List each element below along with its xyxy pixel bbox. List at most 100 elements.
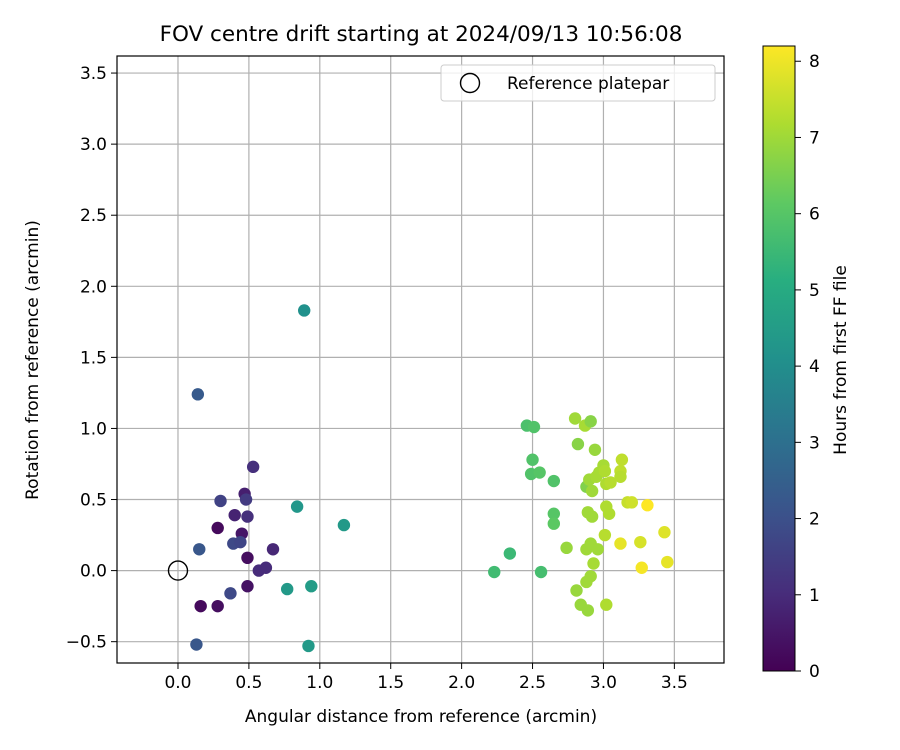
data-point xyxy=(211,599,224,613)
data-point xyxy=(266,543,280,556)
data-point xyxy=(587,557,600,570)
data-point xyxy=(591,543,604,556)
data-point xyxy=(615,453,629,466)
data-point xyxy=(228,508,241,522)
data-point xyxy=(581,604,595,617)
y-axis-label: Rotation from reference (arcmin) xyxy=(23,220,43,500)
colorbar-tick-label: 0 xyxy=(809,662,820,682)
data-point xyxy=(614,537,627,550)
data-point xyxy=(625,496,639,509)
data-point xyxy=(302,639,315,653)
data-point xyxy=(598,528,612,542)
data-point xyxy=(584,570,597,583)
data-point xyxy=(337,518,351,532)
data-point xyxy=(600,598,613,611)
grid-lines xyxy=(117,56,724,663)
data-point xyxy=(211,521,224,535)
colorbar-tick-label: 5 xyxy=(809,281,820,301)
reference-platepar-point xyxy=(167,560,189,581)
y-tick-label: 0.5 xyxy=(80,491,107,511)
x-tick-label: 3.0 xyxy=(590,673,617,693)
plot-frame xyxy=(116,55,725,664)
legend: Reference platepar xyxy=(440,64,716,102)
data-point xyxy=(584,415,597,428)
data-point xyxy=(560,541,573,555)
colorbar-tick-label: 6 xyxy=(809,205,820,225)
x-tick-label: 3.5 xyxy=(661,673,688,693)
colorbar-tick-label: 4 xyxy=(809,357,820,377)
x-tick-label: 0.0 xyxy=(164,673,191,693)
plot-area xyxy=(116,55,725,664)
colorbar: 0 1 2 3 4 5 6 7 8 Hours from first FF file xyxy=(762,45,851,682)
legend-box xyxy=(440,64,716,102)
data-point xyxy=(614,470,627,483)
data-point xyxy=(503,547,517,560)
colorbar-ticks: 0 1 2 3 4 5 6 7 8 xyxy=(795,52,820,682)
data-point xyxy=(488,565,501,579)
data-point xyxy=(641,499,654,512)
data-point xyxy=(547,507,561,520)
data-point xyxy=(585,510,599,523)
y-tick-label: 1.0 xyxy=(80,419,107,439)
data-point xyxy=(224,587,237,600)
y-tick-label: 3.0 xyxy=(80,135,107,155)
data-point xyxy=(547,517,561,530)
x-tick-label: 1.5 xyxy=(377,673,404,693)
colorbar-tick-label: 1 xyxy=(809,586,820,606)
data-point xyxy=(246,460,260,474)
y-tick-label: 2.5 xyxy=(80,206,107,226)
data-point xyxy=(635,561,648,574)
data-point xyxy=(214,494,227,508)
x-tick-label: 2.0 xyxy=(448,673,475,693)
colorbar-label: Hours from first FF file xyxy=(831,265,851,455)
data-point xyxy=(190,638,203,651)
colorbar-tick-label: 3 xyxy=(809,433,820,453)
data-point xyxy=(239,493,253,506)
x-axis-ticks: 0.0 0.5 1.0 1.5 2.0 2.5 3.0 3.5 xyxy=(164,663,688,693)
data-points xyxy=(190,304,674,653)
colorbar-tick-label: 8 xyxy=(809,52,820,72)
reference-marker xyxy=(167,560,189,581)
data-point xyxy=(298,304,311,317)
colorbar-gradient xyxy=(762,45,796,672)
data-point xyxy=(568,412,582,425)
data-point xyxy=(290,500,304,513)
y-axis-ticks: −0.5 0.0 0.5 1.0 1.5 2.0 2.5 3.0 3.5 xyxy=(66,64,117,653)
data-point xyxy=(602,507,616,520)
data-point xyxy=(604,476,617,489)
data-point xyxy=(234,535,247,549)
data-point xyxy=(598,464,612,478)
data-point xyxy=(570,584,583,597)
data-point xyxy=(305,580,318,593)
x-axis-label: Angular distance from reference (arcmin) xyxy=(245,707,597,727)
data-point xyxy=(571,437,585,451)
legend-label: Reference platepar xyxy=(507,74,669,94)
data-point xyxy=(547,474,561,488)
colorbar-tick-label: 7 xyxy=(809,128,820,148)
data-point xyxy=(193,543,206,556)
data-point xyxy=(194,599,207,613)
y-tick-label: 0.0 xyxy=(80,562,107,582)
data-point xyxy=(658,526,671,539)
data-point xyxy=(661,555,674,569)
data-point xyxy=(241,580,254,593)
data-point xyxy=(191,388,205,401)
x-tick-label: 0.5 xyxy=(235,673,262,693)
data-point xyxy=(527,420,541,434)
y-tick-label: 1.5 xyxy=(80,348,107,368)
data-point xyxy=(534,565,548,579)
x-tick-label: 1.0 xyxy=(306,673,333,693)
chart-title: FOV centre drift starting at 2024/09/13 … xyxy=(160,22,683,47)
x-tick-label: 2.5 xyxy=(519,673,546,693)
y-tick-label: −0.5 xyxy=(66,633,107,653)
y-tick-label: 2.0 xyxy=(80,277,107,297)
y-tick-label: 3.5 xyxy=(80,64,107,84)
colorbar-tick-label: 2 xyxy=(809,510,820,530)
data-point xyxy=(280,582,294,596)
legend-reference-icon xyxy=(459,72,481,94)
data-point xyxy=(259,561,273,574)
data-point xyxy=(533,466,546,479)
data-point xyxy=(241,510,254,523)
data-point xyxy=(526,453,539,466)
